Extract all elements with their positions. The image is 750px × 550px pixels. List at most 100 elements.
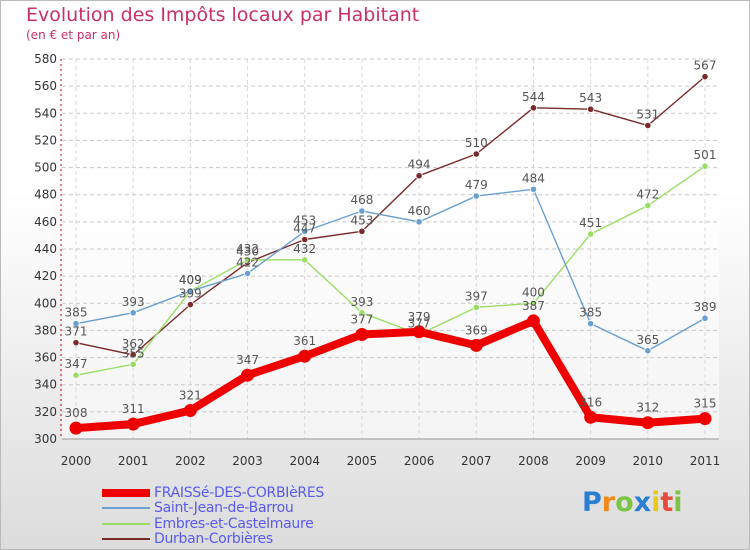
series-line — [72, 316, 709, 433]
data-point — [526, 314, 540, 328]
y-tick-label: 500 — [34, 161, 57, 175]
data-label: 389 — [694, 300, 717, 314]
y-tick-label: 300 — [34, 432, 57, 446]
legend-swatch — [102, 522, 150, 525]
data-point — [587, 230, 595, 238]
y-tick-label: 400 — [34, 296, 57, 310]
data-label: 432 — [293, 242, 316, 256]
data-point — [415, 172, 423, 180]
logo-letter: P — [582, 487, 602, 518]
data-label: 432 — [236, 242, 259, 256]
x-tick-label: 2009 — [575, 454, 606, 468]
data-label: 531 — [636, 108, 659, 122]
x-tick-label: 2007 — [461, 454, 492, 468]
x-tick-label: 2011 — [690, 454, 721, 468]
logo-letter: t — [660, 487, 674, 518]
data-label: 311 — [122, 402, 145, 416]
legend-swatch — [102, 507, 150, 510]
chart-subtitle: (en € et par an) — [26, 28, 121, 42]
data-label: 453 — [350, 213, 373, 227]
y-tick-label: 440 — [34, 242, 57, 256]
data-point — [186, 287, 194, 295]
data-point — [701, 314, 709, 322]
data-label: 567 — [694, 59, 717, 73]
data-point — [183, 404, 197, 417]
y-tick-label: 460 — [34, 215, 57, 229]
data-point — [358, 227, 366, 235]
data-label: 393 — [122, 295, 145, 309]
data-point — [644, 347, 652, 355]
legend-entry: Embres-et-Castelmaure — [102, 516, 324, 532]
legend-label: FRAISSé-DES-CORBIèRES — [154, 484, 324, 501]
data-point — [301, 227, 309, 235]
legend-label: Saint-Jean-de-Barrou — [154, 500, 294, 517]
data-point — [644, 201, 652, 210]
grid-layer — [62, 58, 719, 440]
data-label: 544 — [522, 90, 545, 104]
data-label: 369 — [465, 323, 488, 337]
data-label: 399 — [179, 287, 202, 301]
data-label: 484 — [522, 171, 545, 185]
data-point — [587, 105, 595, 113]
data-label: 479 — [465, 178, 488, 192]
data-point — [529, 104, 538, 112]
y-tick-label: 560 — [34, 79, 57, 93]
data-point — [472, 192, 480, 200]
data-label: 494 — [408, 158, 431, 172]
data-point — [301, 235, 309, 244]
legend-swatch — [102, 538, 150, 541]
data-point — [469, 338, 483, 352]
y-tick-label: 320 — [34, 405, 57, 419]
data-label: 460 — [408, 204, 431, 218]
data-label: 543 — [579, 91, 602, 105]
logo-letter: x — [633, 487, 652, 518]
data-point — [701, 73, 709, 81]
data-point — [298, 349, 312, 363]
y-tick-label: 380 — [34, 323, 57, 337]
data-label: 397 — [465, 289, 488, 303]
data-label: 468 — [350, 193, 373, 207]
data-label: 316 — [579, 395, 602, 409]
data-point — [587, 320, 595, 328]
data-point — [358, 207, 366, 215]
logo-letter: i — [673, 487, 683, 518]
x-tick-label: 2002 — [175, 454, 206, 468]
data-label: 379 — [408, 310, 431, 324]
data-label: 501 — [694, 148, 717, 162]
x-tick-label: 2004 — [289, 454, 320, 468]
data-point — [412, 325, 426, 339]
data-label: 400 — [522, 285, 545, 299]
data-label: 362 — [122, 337, 145, 351]
y-tick-label: 360 — [34, 351, 57, 365]
data-point — [472, 303, 480, 311]
data-label: 312 — [636, 401, 659, 415]
y-tick-label: 420 — [34, 269, 57, 283]
data-label: 393 — [350, 295, 373, 309]
legend-swatch — [102, 488, 150, 497]
y-tick-label: 480 — [34, 188, 57, 202]
legend-entry: FRAISSé-DES-CORBIèRES — [102, 485, 324, 501]
series-layer — [69, 73, 712, 435]
data-label: 361 — [293, 334, 316, 348]
data-label: 451 — [579, 216, 602, 230]
x-tick-label: 2003 — [232, 454, 263, 468]
legend-label: Durban-Corbières — [154, 531, 273, 548]
series-line — [75, 75, 706, 356]
data-label: 315 — [694, 397, 717, 411]
data-label: 409 — [179, 273, 202, 287]
data-point — [701, 162, 709, 170]
data-point — [126, 417, 140, 431]
data-point — [69, 421, 83, 435]
data-label: 355 — [122, 346, 145, 360]
chart-title: Evolution des Impôts locaux par Habitant — [26, 4, 420, 26]
data-point — [358, 309, 366, 317]
data-label: 377 — [350, 313, 373, 327]
legend-label: Embres-et-Castelmaure — [154, 515, 314, 532]
x-tick-label: 2001 — [118, 454, 149, 468]
axis-layer: 300 320 340 360 380 400 420 440 460 480 500 520 540 5… — [34, 52, 720, 468]
data-point — [301, 256, 309, 264]
data-point — [472, 150, 480, 158]
data-label: 321 — [179, 389, 202, 403]
